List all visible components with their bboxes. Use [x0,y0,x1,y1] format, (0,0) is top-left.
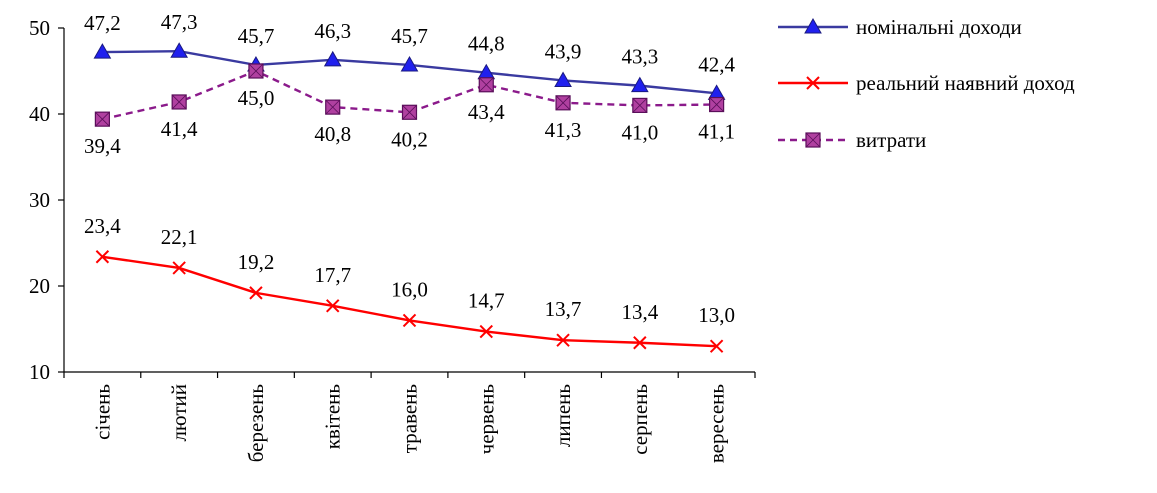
x-category-label: березень [244,384,268,462]
y-axis-ticks: 10 20 30 40 50 [29,16,64,384]
data-label: 16,0 [391,277,428,301]
x-category-label: вересень [705,384,729,463]
series-2-point [249,286,263,300]
series-3-point [401,104,418,120]
series-2-point [479,324,493,339]
y-tick-label: 20 [29,274,50,298]
data-label: 45,0 [238,86,275,110]
data-label: 47,3 [161,10,198,34]
data-labels: 47,2 47,3 45,7 46,3 45,7 44,8 43,9 43,3 42,4 23,4… [84,10,735,327]
series-1-point [93,43,112,59]
series-1-point [323,50,342,67]
series-1-point [170,42,189,58]
data-label: 39,4 [84,134,121,158]
data-label: 47,2 [84,11,121,35]
legend-marker-3 [805,132,821,148]
data-label: 45,7 [391,24,428,48]
series-3-point [94,111,110,127]
legend-marker-1 [804,17,822,34]
data-label: 14,7 [468,289,505,313]
data-label: 41,4 [161,117,198,141]
data-label: 43,4 [468,100,505,124]
series-layer [93,42,726,353]
x-category-label: лютий [167,384,191,442]
data-label: 41,1 [698,120,735,144]
series-3-point [325,99,341,115]
x-category-label: червень [474,384,498,454]
data-label: 45,7 [238,24,275,48]
series-1-point [630,76,649,93]
data-label: 40,8 [314,122,351,146]
x-category-label: серпень [628,384,652,455]
data-label: 41,3 [545,118,582,142]
data-label: 40,2 [391,127,428,151]
legend-label: витрати [856,128,926,152]
series-2-point [95,250,110,264]
data-label: 19,2 [238,250,275,274]
series-3-point [632,97,648,114]
series-2-point [633,336,647,350]
y-tick-label: 50 [29,16,50,40]
y-tick-label: 10 [29,360,50,384]
series-2-point [556,333,570,347]
y-tick-label: 30 [29,188,50,212]
series-line-3 [102,69,717,121]
data-label: 46,3 [314,19,351,43]
x-category-label: січень [90,384,114,440]
data-label: 43,3 [621,45,658,69]
legend-label: номінальні доходи [856,15,1022,39]
series-2-point [326,299,340,313]
legend: номінальні доходи реальний наявний доход в… [778,15,1075,152]
data-label: 22,1 [161,225,198,249]
series-3-point [171,94,187,110]
x-category-label: травень [398,384,422,453]
series-3-point [248,63,264,79]
data-label: 23,4 [84,214,121,238]
data-label: 43,9 [545,39,582,63]
series-2-point [172,261,186,275]
series-3-point [709,96,725,113]
data-label: 42,4 [698,52,735,76]
data-label: 13,0 [698,303,735,327]
legend-label: реальний наявний доход [856,71,1075,95]
data-label: 13,4 [621,300,658,324]
series-3-point [478,77,494,93]
series-1-point [554,71,572,87]
x-axis-categories: січень лютий березень квітень травень червень… [63,372,756,463]
x-category-label: квітень [321,384,345,449]
y-tick-label: 40 [29,102,50,126]
series-1-point [400,55,419,72]
data-label: 17,7 [314,263,351,287]
data-label: 13,7 [545,297,582,321]
series-3-point [555,95,571,111]
x-category-label: липень [551,384,575,447]
series-2-point [709,339,724,353]
data-label: 41,0 [621,120,658,144]
series-2-point [402,313,417,328]
data-label: 44,8 [468,32,505,56]
legend-marker-2 [806,76,820,90]
